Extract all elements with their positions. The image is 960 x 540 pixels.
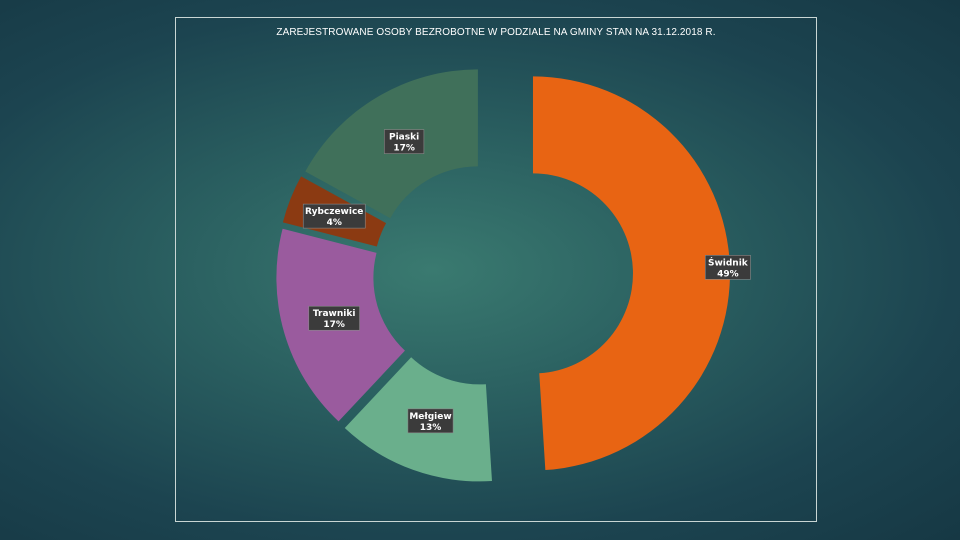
data-label-name: Mełgiew	[409, 412, 451, 422]
data-label-box	[308, 305, 360, 331]
data-label-value: 13%	[420, 423, 442, 433]
donut-slices	[276, 69, 730, 482]
slice-świdnik	[532, 76, 730, 471]
data-label-value: 17%	[393, 144, 415, 154]
data-label-box	[704, 255, 751, 280]
data-label-box	[407, 408, 454, 434]
data-label-value: 49%	[717, 269, 739, 279]
chart-frame	[175, 17, 817, 522]
data-label-name: Piaski	[389, 133, 419, 143]
data-labels: Świdnik49%Mełgiew13%Trawniki17%Rybczewic…	[302, 129, 751, 434]
data-label-box	[302, 203, 366, 229]
data-label-name: Rybczewice	[305, 207, 363, 217]
data-label-value: 4%	[327, 218, 342, 228]
data-label-box	[383, 129, 425, 154]
chart-title: ZAREJESTROWANE OSOBY BEZROBOTNE W PODZIA…	[276, 27, 716, 38]
data-label-name: Świdnik	[708, 256, 749, 268]
data-label-name: Trawniki	[313, 309, 356, 319]
data-label-value: 17%	[323, 320, 345, 330]
